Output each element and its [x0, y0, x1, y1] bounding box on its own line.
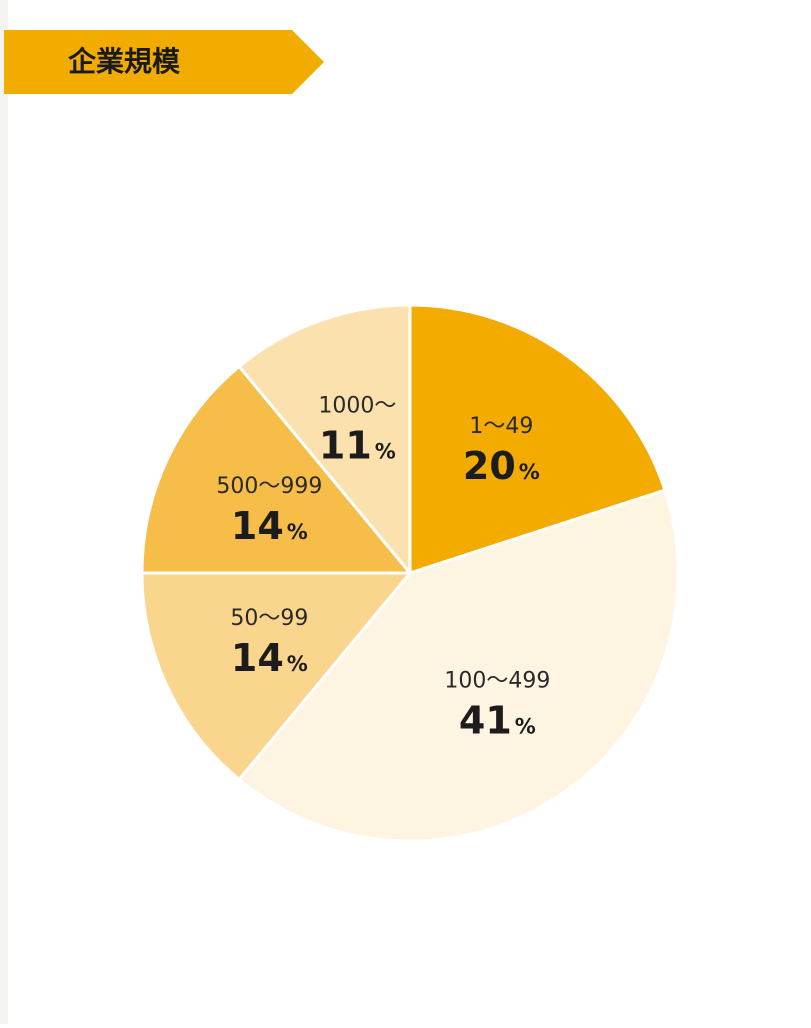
slice-category-label: 100～499: [444, 669, 550, 694]
slice-percent-label: 14%: [231, 504, 308, 548]
page-title: 企業規模: [67, 45, 180, 78]
pie-slice-4: [140, 365, 412, 575]
slice-category-label: 500～999: [216, 474, 322, 499]
title-banner: 企業規模: [4, 30, 324, 94]
slice-category-label: 1～49: [469, 414, 533, 439]
slice-percent-label: 14%: [231, 636, 308, 680]
pie-labels: 1～49 20 % 100～499 41 % 50～99 14 % 500～999 14 % 1000～…: [216, 394, 550, 743]
left-edge-strip: [0, 0, 8, 1024]
pie-slice-5: [237, 303, 412, 575]
pie-slice-3: [140, 571, 412, 781]
slice-percent-label: 20%: [463, 444, 540, 488]
pie-slice-1: [408, 303, 667, 575]
slice-percent-label: 11%: [319, 424, 396, 468]
title-banner-shape: [4, 30, 324, 94]
pie-slice-2: [237, 488, 680, 843]
slice-percent-label: 41%: [459, 699, 536, 743]
slice-category-label: 50～99: [230, 606, 308, 631]
slice-category-label: 1000～: [318, 394, 396, 419]
